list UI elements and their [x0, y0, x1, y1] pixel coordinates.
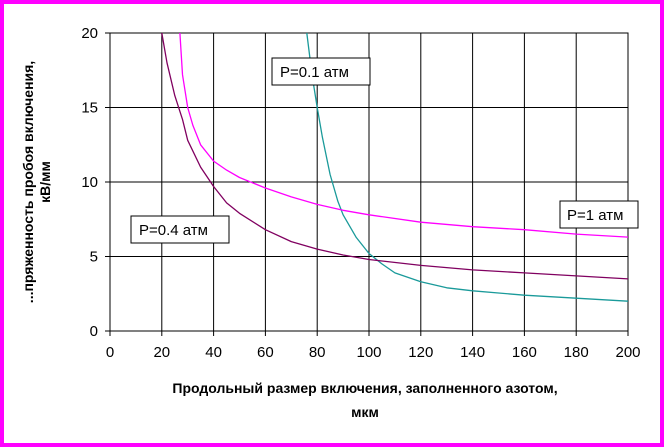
y-axis-title: ...пряженность пробоя включения, кВ/мм — [20, 61, 53, 303]
annotation-p1: P=1 атм — [559, 200, 639, 229]
x-axis-title-line1: Продольный размер включения, заполненног… — [172, 380, 557, 396]
x-tick-label: 60 — [257, 344, 274, 361]
line-chart: 0 20 40 60 80 100 120 140 160 180 200 0 5 10 15 20 P=0.… — [20, 25, 641, 420]
annotation-p01: P=0.1 атм — [271, 57, 371, 86]
y-tick-label: 20 — [81, 25, 98, 42]
y-tick-label: 15 — [81, 100, 98, 117]
series-line-3 — [179, 32, 629, 238]
y-tick-label: 5 — [90, 249, 98, 266]
x-tick-label: 120 — [408, 344, 433, 361]
series-line-2 — [161, 32, 629, 280]
y-axis-title-line1: ...пряженность пробоя включения, — [20, 61, 36, 303]
x-tick-label: 80 — [309, 344, 326, 361]
x-tick-label: 40 — [205, 344, 222, 361]
annotation-p01-label: P=0.1 атм — [280, 64, 349, 81]
y-tick-label: 0 — [90, 323, 98, 340]
x-tick-label: 100 — [356, 344, 381, 361]
series-lines — [161, 32, 629, 302]
x-tick-label: 160 — [512, 344, 537, 361]
annotation-p01-box — [271, 57, 371, 86]
tick-labels: 0 20 40 60 80 100 120 140 160 180 200 0 5 10 15 20 — [81, 25, 640, 361]
annotation-p04: P=0.4 атм — [130, 215, 230, 244]
y-tick-label: 10 — [81, 174, 98, 191]
x-axis-title-line2: мкм — [351, 404, 379, 420]
x-tick-label: 20 — [153, 344, 170, 361]
x-tick-label: 200 — [615, 344, 640, 361]
y-axis-title-line2: кВ/мм — [37, 161, 53, 203]
series-line-1 — [306, 32, 629, 302]
annotation-p1-box — [559, 200, 639, 229]
x-tick-label: 0 — [106, 344, 114, 361]
annotation-p04-label: P=0.4 атм — [139, 222, 208, 239]
annotation-p1-label: P=1 атм — [567, 207, 623, 224]
x-tick-label: 180 — [564, 344, 589, 361]
annotation-p04-box — [130, 215, 230, 244]
x-tick-label: 140 — [460, 344, 485, 361]
plot-area-border — [109, 32, 629, 332]
